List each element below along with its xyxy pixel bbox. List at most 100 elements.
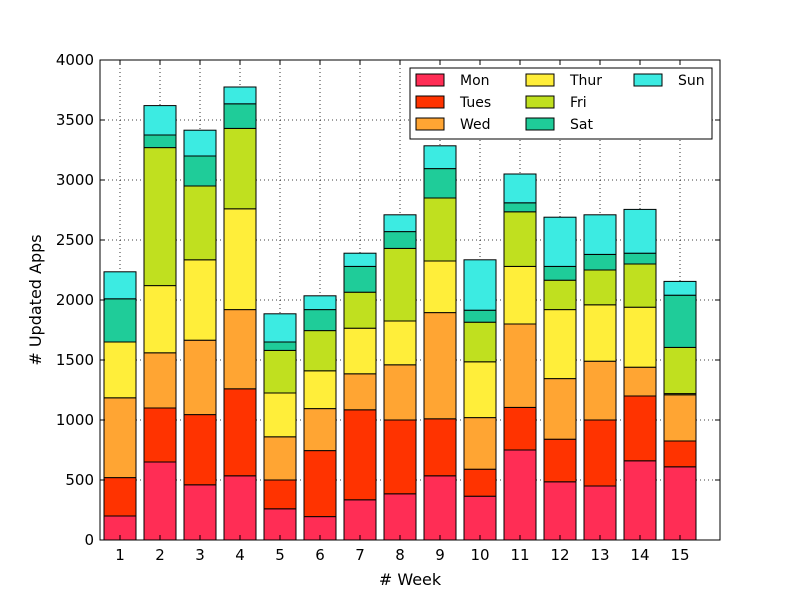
bar-segment-fri-week-4 bbox=[223, 127, 257, 210]
bar-segment-sat-week-1 bbox=[103, 298, 137, 343]
bar-segment-wed-week-6 bbox=[303, 408, 337, 452]
y-tick-label: 3500 bbox=[56, 111, 94, 129]
x-tick-label: 2 bbox=[155, 546, 165, 564]
bar-segment-wed-week-4 bbox=[223, 309, 257, 390]
legend-swatch-thur bbox=[525, 73, 555, 87]
bar-segment-wed-week-5 bbox=[263, 436, 297, 481]
bar-segment-mon-week-12 bbox=[543, 481, 577, 541]
x-tick-label: 15 bbox=[670, 546, 689, 564]
bar-segment-sun-week-6 bbox=[303, 295, 337, 311]
bar-segment-wed-week-10 bbox=[463, 417, 497, 470]
bar-segment-sun-week-9 bbox=[423, 145, 457, 170]
bar-segment-tues-week-4 bbox=[223, 388, 257, 477]
bar-segment-tues-week-15 bbox=[663, 440, 697, 468]
legend-label-thur: Thur bbox=[569, 73, 602, 89]
bar-segment-thur-week-1 bbox=[103, 341, 137, 399]
bar-segment-tues-week-8 bbox=[383, 419, 417, 495]
bar-segment-sun-week-12 bbox=[543, 216, 577, 267]
bar-segment-mon-week-11 bbox=[503, 449, 537, 541]
bar-segment-sat-week-5 bbox=[263, 341, 297, 351]
bar-segment-thur-week-9 bbox=[423, 260, 457, 314]
bar-segment-fri-week-3 bbox=[183, 185, 217, 261]
x-tick-label: 10 bbox=[470, 546, 489, 564]
x-tick-label: 12 bbox=[550, 546, 569, 564]
bar-segment-fri-week-9 bbox=[423, 197, 457, 262]
bar-segment-mon-week-15 bbox=[663, 466, 697, 541]
bar-segment-wed-week-9 bbox=[423, 312, 457, 420]
bar-segment-tues-week-3 bbox=[183, 414, 217, 486]
bar-segment-tues-week-6 bbox=[303, 450, 337, 518]
bar-segment-fri-week-6 bbox=[303, 330, 337, 372]
bar-segment-sun-week-7 bbox=[343, 252, 377, 267]
bar-segment-tues-week-2 bbox=[143, 407, 177, 463]
bar-segment-thur-week-10 bbox=[463, 361, 497, 419]
legend-swatch-wed bbox=[415, 117, 445, 131]
legend-label-tues: Tues bbox=[459, 95, 491, 111]
x-tick-label: 1 bbox=[115, 546, 125, 564]
y-tick-label: 2500 bbox=[56, 231, 94, 249]
bar-segment-mon-week-2 bbox=[143, 461, 177, 541]
legend-label-wed: Wed bbox=[460, 117, 491, 133]
bar-segment-thur-week-6 bbox=[303, 370, 337, 410]
bar-segment-fri-week-8 bbox=[383, 247, 417, 322]
bar-segment-sun-week-5 bbox=[263, 313, 297, 343]
bar-segment-thur-week-5 bbox=[263, 392, 297, 438]
bar-segment-wed-week-14 bbox=[623, 366, 657, 397]
bar-segment-thur-week-13 bbox=[583, 304, 617, 362]
bar-segment-sat-week-4 bbox=[223, 103, 257, 129]
bar-segment-fri-week-13 bbox=[583, 269, 617, 306]
bar-segment-wed-week-8 bbox=[383, 364, 417, 421]
x-tick-label: 4 bbox=[235, 546, 245, 564]
bar-segment-sun-week-8 bbox=[383, 214, 417, 233]
bar-segment-tues-week-5 bbox=[263, 479, 297, 510]
bar-segment-thur-week-8 bbox=[383, 320, 417, 366]
x-tick-label: 8 bbox=[395, 546, 405, 564]
bar-segment-sat-week-14 bbox=[623, 252, 657, 265]
bar-segment-wed-week-11 bbox=[503, 323, 537, 408]
bar-segment-sat-week-9 bbox=[423, 168, 457, 199]
legend-label-sun: Sun bbox=[678, 73, 705, 89]
legend-swatch-fri bbox=[525, 95, 555, 109]
legend-swatch-sat bbox=[525, 117, 555, 131]
bar-segment-sat-week-15 bbox=[663, 294, 697, 348]
bar-segment-thur-week-4 bbox=[223, 208, 257, 311]
bar-segment-wed-week-2 bbox=[143, 352, 177, 409]
y-tick-label: 0 bbox=[84, 531, 94, 549]
x-tick-label: 9 bbox=[435, 546, 445, 564]
bar-segment-mon-week-9 bbox=[423, 475, 457, 541]
bar-segment-tues-week-7 bbox=[343, 409, 377, 501]
bar-segment-sat-week-11 bbox=[503, 202, 537, 213]
x-axis-label: # Week bbox=[379, 570, 442, 589]
legend-label-mon: Mon bbox=[460, 73, 490, 89]
bar-segment-wed-week-3 bbox=[183, 339, 217, 416]
bar-segment-mon-week-13 bbox=[583, 485, 617, 541]
bar-segment-tues-week-11 bbox=[503, 406, 537, 451]
bar-segment-sat-week-8 bbox=[383, 231, 417, 249]
bar-segment-fri-week-2 bbox=[143, 147, 177, 287]
x-tick-label: 11 bbox=[510, 546, 529, 564]
legend-label-sat: Sat bbox=[570, 117, 593, 133]
bars bbox=[103, 86, 697, 541]
bar-segment-mon-week-10 bbox=[463, 495, 497, 541]
bar-segment-sun-week-1 bbox=[103, 271, 137, 300]
bar-segment-mon-week-7 bbox=[343, 499, 377, 541]
bar-segment-wed-week-15 bbox=[663, 394, 697, 442]
bar-segment-sat-week-13 bbox=[583, 253, 617, 271]
y-tick-label: 3000 bbox=[56, 171, 94, 189]
bar-segment-sun-week-10 bbox=[463, 259, 497, 311]
legend-swatch-sun bbox=[633, 73, 663, 87]
bar-segment-mon-week-14 bbox=[623, 460, 657, 541]
bar-segment-sun-week-2 bbox=[143, 105, 177, 136]
x-tick-label: 5 bbox=[275, 546, 285, 564]
y-tick-label: 1500 bbox=[56, 351, 94, 369]
bar-segment-sat-week-3 bbox=[183, 155, 217, 187]
y-tick-label: 2000 bbox=[56, 291, 94, 309]
bar-segment-thur-week-11 bbox=[503, 265, 537, 325]
bar-segment-sat-week-12 bbox=[543, 265, 577, 281]
bar-segment-sun-week-13 bbox=[583, 214, 617, 255]
bar-segment-sun-week-3 bbox=[183, 129, 217, 157]
bar-segment-thur-week-2 bbox=[143, 285, 177, 354]
